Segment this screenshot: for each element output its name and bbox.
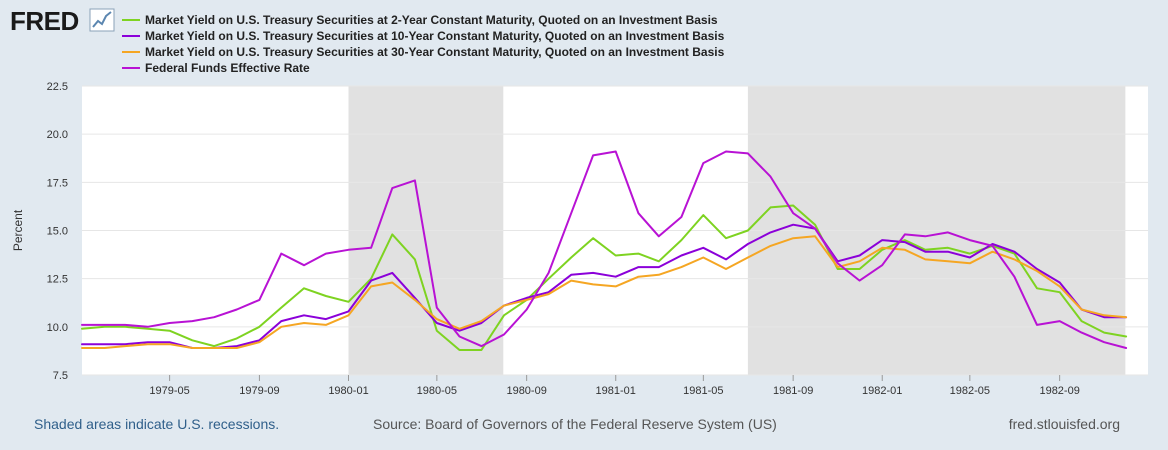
legend-item[interactable]: Market Yield on U.S. Treasury Securities… — [122, 12, 724, 28]
x-tick-label: 1980-01 — [328, 385, 368, 397]
legend-swatch — [122, 35, 140, 37]
chart: 7.5 10.0 12.5 15.0 17.5 20.0 22.5 1979-05 1979-0… — [11, 81, 1148, 397]
x-tick-label: 1980-05 — [417, 385, 457, 397]
legend-label: Market Yield on U.S. Treasury Securities… — [145, 13, 718, 27]
series-line — [81, 223, 1128, 349]
legend-item[interactable]: Federal Funds Effective Rate — [122, 60, 724, 76]
legend-label: Market Yield on U.S. Treasury Securities… — [145, 45, 725, 59]
x-tick-label: 1982-09 — [1039, 385, 1079, 397]
fred-logo[interactable]: FRED — [10, 6, 122, 36]
legend-swatch — [122, 19, 140, 21]
legend-label: Federal Funds Effective Rate — [145, 61, 310, 75]
x-tick-label: 1981-05 — [683, 385, 723, 397]
recession-note[interactable]: Shaded areas indicate U.S. recessions. — [34, 416, 280, 432]
legend-swatch — [122, 51, 140, 53]
y-axis-title: Percent — [11, 209, 25, 251]
site-link[interactable]: fred.stlouisfed.org — [1008, 416, 1120, 432]
series-line — [81, 150, 1128, 349]
x-tick-label: 1981-01 — [596, 385, 636, 397]
chart-footer: Shaded areas indicate U.S. recessions. S… — [0, 416, 1168, 436]
y-tick-label: 12.5 — [47, 274, 68, 286]
x-tick-label: 1981-09 — [773, 385, 813, 397]
source-note: Source: Board of Governors of the Federa… — [373, 416, 777, 432]
series-line — [81, 204, 1128, 351]
x-tick-label: 1979-09 — [239, 385, 279, 397]
y-tick-label: 10.0 — [47, 322, 68, 334]
legend-label: Market Yield on U.S. Treasury Securities… — [145, 29, 725, 43]
x-tick-label: 1980-09 — [506, 385, 546, 397]
legend-item[interactable]: Market Yield on U.S. Treasury Securities… — [122, 28, 724, 44]
legend-swatch — [122, 67, 140, 69]
legend-item[interactable]: Market Yield on U.S. Treasury Securities… — [122, 44, 724, 60]
chart-legend: Market Yield on U.S. Treasury Securities… — [122, 12, 724, 76]
y-tick-label: 15.0 — [47, 226, 68, 238]
x-tick-label: 1982-05 — [950, 385, 990, 397]
y-tick-label: 20.0 — [47, 129, 68, 141]
y-tick-label: 7.5 — [53, 370, 68, 382]
y-tick-label: 22.5 — [47, 81, 68, 93]
series-line — [81, 235, 1128, 349]
fred-logo-chart-icon — [89, 8, 115, 32]
x-tick-label: 1979-05 — [149, 385, 189, 397]
fred-logo-text: FRED — [10, 6, 79, 36]
y-tick-label: 17.5 — [47, 177, 68, 189]
x-tick-label: 1982-01 — [862, 385, 902, 397]
